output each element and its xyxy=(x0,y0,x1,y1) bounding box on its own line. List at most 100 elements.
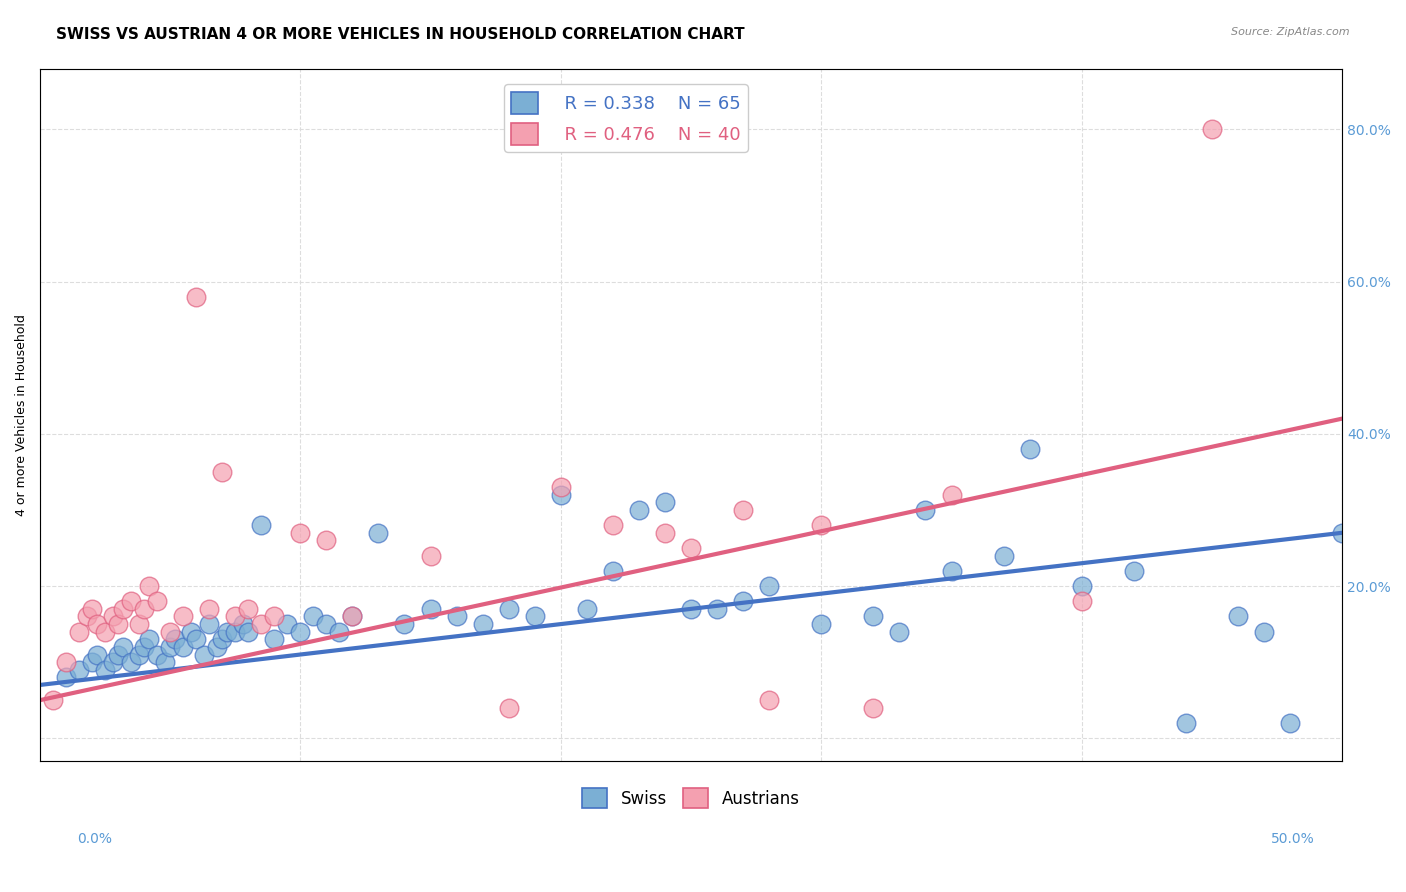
Point xyxy=(86,648,108,662)
Point xyxy=(238,624,260,639)
Point xyxy=(107,648,129,662)
Point xyxy=(153,655,176,669)
Point xyxy=(80,655,103,669)
Point xyxy=(101,609,124,624)
Point xyxy=(146,648,169,662)
Text: 50.0%: 50.0% xyxy=(1271,832,1315,846)
Point xyxy=(55,670,77,684)
Point xyxy=(654,525,676,540)
Point xyxy=(250,518,273,533)
Point xyxy=(198,617,221,632)
Point xyxy=(184,290,207,304)
Point xyxy=(224,609,246,624)
Point xyxy=(523,609,546,624)
Text: 0.0%: 0.0% xyxy=(77,832,112,846)
Point xyxy=(627,503,650,517)
Point xyxy=(328,624,350,639)
Point xyxy=(419,602,441,616)
Text: Source: ZipAtlas.com: Source: ZipAtlas.com xyxy=(1232,27,1350,37)
Point xyxy=(862,609,884,624)
Point xyxy=(679,602,702,616)
Point xyxy=(446,609,468,624)
Point xyxy=(733,503,755,517)
Point xyxy=(80,602,103,616)
Point xyxy=(132,640,155,654)
Point xyxy=(138,579,160,593)
Point xyxy=(128,648,150,662)
Point xyxy=(112,640,135,654)
Point xyxy=(1253,624,1275,639)
Legend: Swiss, Austrians: Swiss, Austrians xyxy=(575,781,807,815)
Point xyxy=(159,624,181,639)
Point xyxy=(67,663,90,677)
Point xyxy=(1070,594,1092,608)
Point xyxy=(315,617,337,632)
Point xyxy=(67,624,90,639)
Point xyxy=(1279,716,1302,731)
Point xyxy=(498,602,520,616)
Point xyxy=(810,617,832,632)
Point xyxy=(172,609,194,624)
Point xyxy=(1175,716,1198,731)
Point xyxy=(128,617,150,632)
Point xyxy=(1018,442,1040,456)
Point xyxy=(138,632,160,647)
Point xyxy=(205,640,228,654)
Point xyxy=(367,525,389,540)
Point xyxy=(342,609,364,624)
Point xyxy=(941,488,963,502)
Point xyxy=(1201,122,1223,136)
Point xyxy=(172,640,194,654)
Point xyxy=(679,541,702,555)
Point xyxy=(342,609,364,624)
Point xyxy=(55,655,77,669)
Point xyxy=(498,701,520,715)
Point xyxy=(914,503,936,517)
Point xyxy=(86,617,108,632)
Point xyxy=(315,533,337,548)
Point xyxy=(224,624,246,639)
Point xyxy=(120,655,142,669)
Point xyxy=(132,602,155,616)
Y-axis label: 4 or more Vehicles in Household: 4 or more Vehicles in Household xyxy=(15,314,28,516)
Point xyxy=(217,624,239,639)
Point xyxy=(101,655,124,669)
Point xyxy=(120,594,142,608)
Point xyxy=(550,488,572,502)
Point xyxy=(758,693,780,707)
Point xyxy=(419,549,441,563)
Point xyxy=(302,609,325,624)
Point xyxy=(263,632,285,647)
Point xyxy=(1227,609,1250,624)
Point xyxy=(184,632,207,647)
Point xyxy=(198,602,221,616)
Point xyxy=(238,602,260,616)
Point xyxy=(211,632,233,647)
Point xyxy=(993,549,1015,563)
Point xyxy=(112,602,135,616)
Point xyxy=(276,617,298,632)
Point xyxy=(232,617,254,632)
Point xyxy=(889,624,911,639)
Point xyxy=(159,640,181,654)
Point xyxy=(107,617,129,632)
Point xyxy=(165,632,187,647)
Point xyxy=(602,564,624,578)
Point xyxy=(1122,564,1144,578)
Point xyxy=(941,564,963,578)
Point xyxy=(263,609,285,624)
Point xyxy=(810,518,832,533)
Point xyxy=(180,624,202,639)
Point xyxy=(211,465,233,479)
Point xyxy=(1070,579,1092,593)
Point xyxy=(76,609,98,624)
Point xyxy=(471,617,494,632)
Point xyxy=(1331,525,1354,540)
Point xyxy=(290,624,312,639)
Point xyxy=(575,602,598,616)
Point xyxy=(733,594,755,608)
Text: SWISS VS AUSTRIAN 4 OR MORE VEHICLES IN HOUSEHOLD CORRELATION CHART: SWISS VS AUSTRIAN 4 OR MORE VEHICLES IN … xyxy=(56,27,745,42)
Point xyxy=(758,579,780,593)
Point xyxy=(654,495,676,509)
Point xyxy=(146,594,169,608)
